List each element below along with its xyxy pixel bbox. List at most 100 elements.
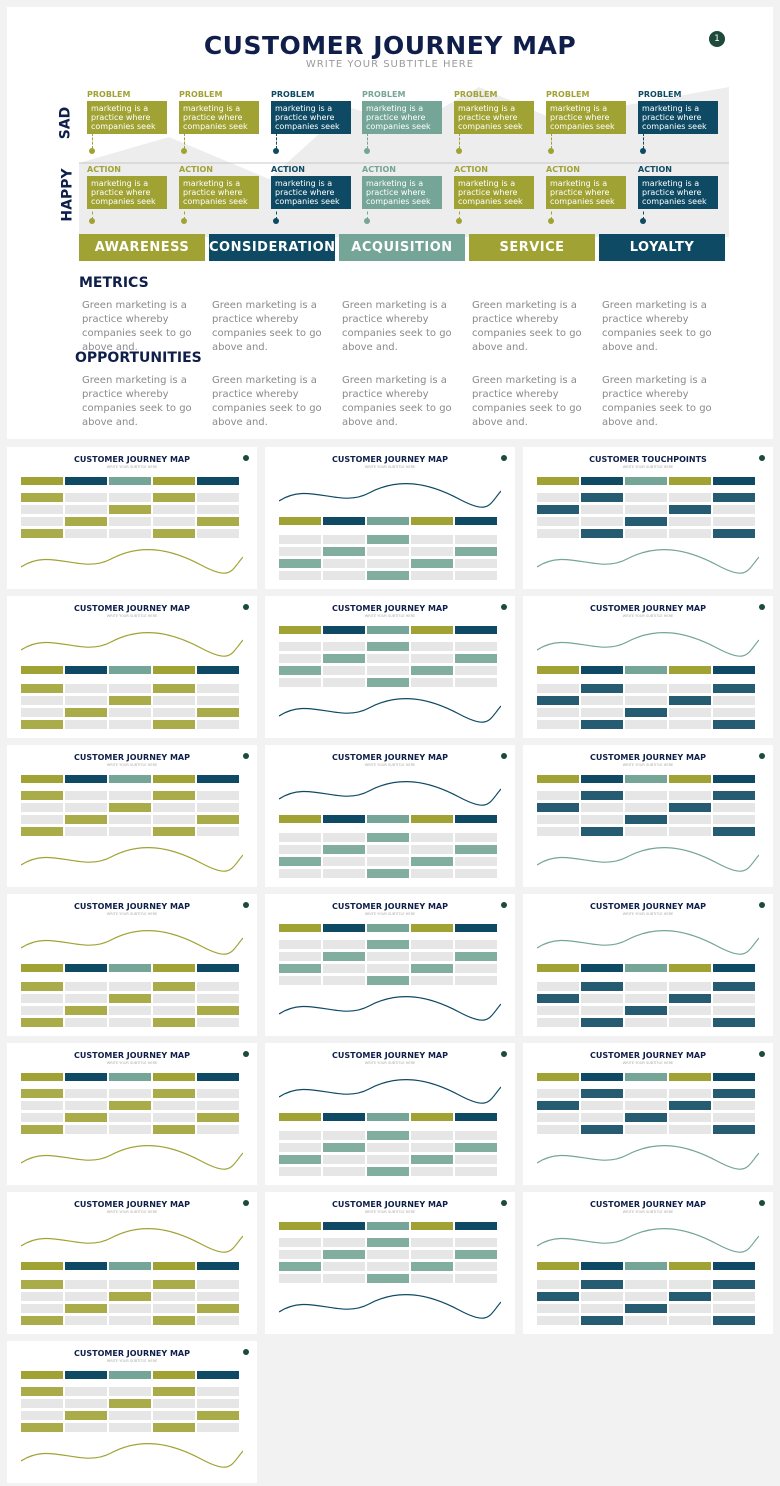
thumbnail-cell	[21, 1018, 63, 1027]
slide-thumbnail[interactable]: CUSTOMER JOURNEY MAP WRITE YOUR SUBTITLE …	[523, 1043, 773, 1185]
slide-thumbnail[interactable]: CUSTOMER JOURNEY MAP WRITE YOUR SUBTITLE …	[7, 447, 257, 589]
thumbnail-cell	[537, 708, 579, 717]
connector-line	[92, 133, 93, 149]
slide-thumbnail[interactable]: CUSTOMER JOURNEY MAP WRITE YOUR SUBTITLE …	[265, 447, 515, 589]
thumbnail-cell	[109, 1304, 151, 1313]
thumbnail-cell	[109, 1423, 151, 1432]
slide-thumbnail[interactable]: CUSTOMER JOURNEY MAP WRITE YOUR SUBTITLE …	[523, 894, 773, 1036]
stage-awareness[interactable]: AWARENESS	[79, 234, 205, 261]
stage-service[interactable]: SERVICE	[469, 234, 595, 261]
thumbnail-row	[279, 940, 501, 949]
problem-card[interactable]: PROBLEM marketing is a practice where com…	[271, 90, 355, 134]
thumbnail-subtitle: WRITE YOUR SUBTITLE HERE	[364, 465, 416, 469]
action-card[interactable]: ACTION marketing is a practice where comp…	[271, 165, 355, 209]
action-card[interactable]: ACTION marketing is a practice where comp…	[454, 165, 538, 209]
hero-slide[interactable]: CUSTOMER JOURNEY MAP WRITE YOUR SUBTITLE…	[7, 7, 773, 439]
thumbnail-cell	[713, 684, 755, 693]
thumbnail-cell	[323, 571, 365, 580]
thumbnail-cell	[323, 1238, 365, 1247]
problem-card[interactable]: PROBLEM marketing is a practice where com…	[638, 90, 722, 134]
action-card[interactable]: ACTION marketing is a practice where comp…	[638, 165, 722, 209]
action-card[interactable]: ACTION marketing is a practice where comp…	[546, 165, 630, 209]
thumbnail-cell	[367, 1131, 409, 1140]
action-label: ACTION	[546, 165, 580, 174]
thumbnail-stage-block	[153, 1371, 195, 1379]
slide-thumbnail[interactable]: CUSTOMER JOURNEY MAP WRITE YOUR SUBTITLE …	[523, 1192, 773, 1334]
thumbnail-stage-block	[197, 666, 239, 674]
thumbnail-cell	[411, 642, 453, 651]
thumbnail-title: CUSTOMER JOURNEY MAP	[590, 902, 706, 911]
thumbnail-cell	[21, 1292, 63, 1301]
thumbnail-cell	[153, 720, 195, 729]
thumbnail-stage-block	[65, 477, 107, 485]
connector-dot	[456, 218, 462, 224]
thumbnail-title: CUSTOMER JOURNEY MAP	[332, 1051, 448, 1060]
thumbnail-title: CUSTOMER JOURNEY MAP	[74, 1051, 190, 1060]
thumbnail-cell	[21, 493, 63, 502]
slide-thumbnail[interactable]: CUSTOMER JOURNEY MAP WRITE YOUR SUBTITLE …	[523, 596, 773, 738]
slide-thumbnail[interactable]: CUSTOMER JOURNEY MAP WRITE YOUR SUBTITLE …	[265, 894, 515, 1036]
problem-card[interactable]: PROBLEM marketing is a practice where com…	[179, 90, 263, 134]
thumbnail-cell	[279, 1143, 321, 1152]
thumbnail-cell	[323, 857, 365, 866]
slide-thumbnail[interactable]: CUSTOMER JOURNEY MAP WRITE YOUR SUBTITLE …	[7, 745, 257, 887]
thumbnail-title: CUSTOMER JOURNEY MAP	[74, 1200, 190, 1209]
thumbnail-row	[21, 1089, 243, 1098]
slide-thumbnail[interactable]: CUSTOMER JOURNEY MAP WRITE YOUR SUBTITLE …	[7, 596, 257, 738]
thumbnail-cell	[197, 815, 239, 824]
slide-thumbnail[interactable]: CUSTOMER JOURNEY MAP WRITE YOUR SUBTITLE …	[7, 894, 257, 1036]
thumbnail-cell	[455, 1250, 497, 1259]
thumbnail-stage-block	[367, 517, 409, 525]
action-card[interactable]: ACTION marketing is a practice where comp…	[87, 165, 171, 209]
thumbnail-cell	[323, 535, 365, 544]
thumbnail-cell	[713, 1101, 755, 1110]
thumbnail-stage-block	[669, 964, 711, 972]
stage-consideration[interactable]: CONSIDERATION	[209, 234, 335, 261]
stage-acquisition[interactable]: ACQUISITION	[339, 234, 465, 261]
thumbnail-cell	[537, 994, 579, 1003]
action-label: ACTION	[638, 165, 672, 174]
thumbnail-stage-block	[153, 666, 195, 674]
thumbnail-cell	[65, 684, 107, 693]
problem-card[interactable]: PROBLEM marketing is a practice where com…	[546, 90, 630, 134]
slide-thumbnail[interactable]: CUSTOMER TOUCHPOINTS WRITE YOUR SUBTITLE …	[523, 447, 773, 589]
thumbnail-row	[537, 1280, 759, 1289]
connector-dot	[89, 148, 95, 154]
thumbnail-cell	[279, 976, 321, 985]
thumbnail-cell	[21, 529, 63, 538]
thumbnail-subtitle: WRITE YOUR SUBTITLE HERE	[364, 763, 416, 767]
thumbnail-stage-block	[367, 626, 409, 634]
slide-thumbnail[interactable]: CUSTOMER JOURNEY MAP WRITE YOUR SUBTITLE …	[7, 1043, 257, 1185]
slide-thumbnail[interactable]: CUSTOMER JOURNEY MAP WRITE YOUR SUBTITLE …	[265, 745, 515, 887]
thumbnail-cell	[713, 1316, 755, 1325]
thumbnail-cell	[21, 684, 63, 693]
thumbnail-row	[537, 1006, 759, 1015]
slide-thumbnail[interactable]: CUSTOMER JOURNEY MAP WRITE YOUR SUBTITLE …	[265, 1043, 515, 1185]
thumbnail-row	[21, 529, 243, 538]
thumbnail-cell	[713, 696, 755, 705]
thumbnail-stage-block	[669, 1073, 711, 1081]
action-card[interactable]: ACTION marketing is a practice where comp…	[362, 165, 446, 209]
thumbnail-title: CUSTOMER JOURNEY MAP	[590, 604, 706, 613]
slide-thumbnail[interactable]: CUSTOMER JOURNEY MAP WRITE YOUR SUBTITLE …	[7, 1192, 257, 1334]
problem-card[interactable]: PROBLEM marketing is a practice where com…	[87, 90, 171, 134]
thumbnail-stage-strip	[279, 924, 501, 932]
thumbnail-cell	[153, 684, 195, 693]
problem-card[interactable]: PROBLEM marketing is a practice where com…	[362, 90, 446, 134]
action-card[interactable]: ACTION marketing is a practice where comp…	[179, 165, 263, 209]
thumbnail-cell	[323, 654, 365, 663]
thumbnail-stage-strip	[279, 1113, 501, 1121]
thumbnail-stage-block	[367, 924, 409, 932]
stage-loyalty[interactable]: LOYALTY	[599, 234, 725, 261]
slide-thumbnail[interactable]: CUSTOMER JOURNEY MAP WRITE YOUR SUBTITLE …	[7, 1341, 257, 1483]
problem-card[interactable]: PROBLEM marketing is a practice where com…	[454, 90, 538, 134]
slide-thumbnail[interactable]: CUSTOMER JOURNEY MAP WRITE YOUR SUBTITLE …	[523, 745, 773, 887]
slide-thumbnail[interactable]: CUSTOMER JOURNEY MAP WRITE YOUR SUBTITLE …	[265, 1192, 515, 1334]
thumbnail-row	[279, 1250, 501, 1259]
thumbnail-cell	[323, 642, 365, 651]
thumbnail-row	[21, 493, 243, 502]
thumbnail-cell	[367, 1167, 409, 1176]
thumbnail-cell	[411, 1167, 453, 1176]
thumbnail-title: CUSTOMER JOURNEY MAP	[332, 902, 448, 911]
slide-thumbnail[interactable]: CUSTOMER JOURNEY MAP WRITE YOUR SUBTITLE …	[265, 596, 515, 738]
